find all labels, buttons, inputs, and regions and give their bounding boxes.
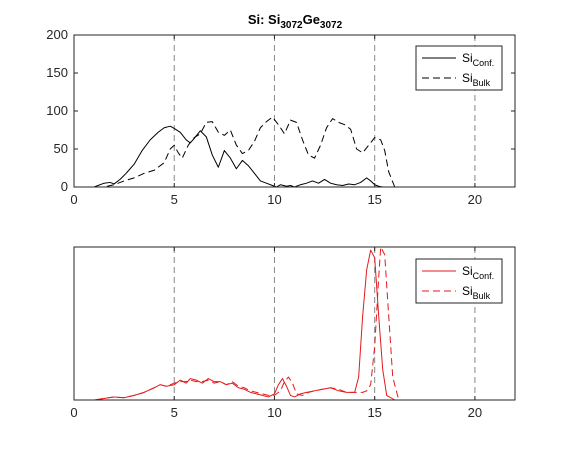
legend: SiConf.SiBulk [415,258,503,304]
legend-box [415,258,503,304]
legend-label-sub: Conf. [473,271,495,281]
legend-label: SiConf. [462,264,494,281]
legend-label-main: Si [462,264,473,278]
legend-label-main: Si [462,284,473,298]
y-tick-label: 150 [46,65,68,80]
x-tick-label: 20 [468,405,482,420]
legend-label: SiConf. [462,51,494,68]
series-line-bulk [74,116,515,188]
series-line-bulk [74,246,515,401]
x-tick-label: 0 [70,405,77,420]
y-tick-label: 200 [46,27,68,42]
legend-label-sub: Conf. [473,58,495,68]
x-tick-label: 5 [171,405,178,420]
series-line-conf [74,125,515,188]
y-tick-label: 100 [46,103,68,118]
legend-label: SiBulk [462,284,491,301]
x-tick-label: 10 [267,405,281,420]
legend-label: SiBulk [462,71,491,88]
legend: SiConf.SiBulk [415,45,503,91]
legend-box [415,45,503,91]
legend-label-main: Si [462,51,473,65]
x-tick-label: 0 [70,192,77,207]
legend-label-main: Si [462,71,473,85]
legend-label-sub: Bulk [473,78,491,88]
y-tick-label: 0 [61,179,68,194]
chart-title: Si: Si3072Ge3072 [248,12,343,31]
x-tick-label: 10 [267,192,281,207]
x-tick-label: 15 [367,192,381,207]
axes-box [73,246,516,401]
x-tick-label: 20 [468,192,482,207]
x-tick-label: 15 [367,405,381,420]
x-tick-label: 5 [171,192,178,207]
legend-label-sub: Bulk [473,291,491,301]
y-tick-label: 50 [54,141,68,156]
